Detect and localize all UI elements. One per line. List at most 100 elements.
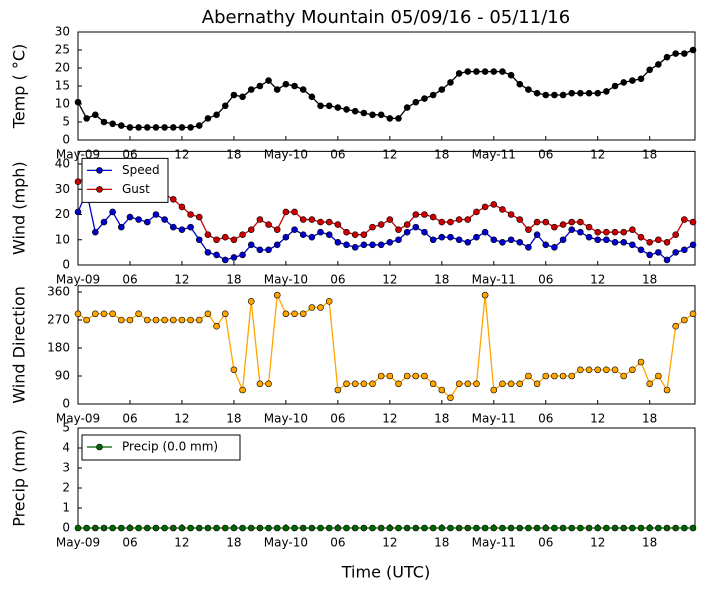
x-tick-label: 12	[590, 536, 605, 550]
point	[663, 256, 671, 264]
point	[291, 208, 298, 216]
point	[629, 524, 636, 532]
point	[429, 213, 437, 221]
point	[282, 233, 290, 241]
y-tick-label: 10	[55, 97, 70, 111]
point	[109, 310, 116, 318]
point	[620, 372, 628, 380]
point	[646, 524, 653, 532]
point	[92, 310, 99, 318]
point	[447, 218, 454, 226]
point	[360, 241, 368, 249]
y-tick-label: 5	[62, 421, 70, 435]
point	[507, 211, 515, 218]
point	[499, 524, 506, 532]
point	[247, 241, 255, 249]
point	[178, 524, 186, 532]
x-tick-label: May-10	[264, 536, 308, 550]
x-tick-label: May-11	[472, 536, 516, 550]
point	[360, 231, 368, 238]
point	[221, 524, 229, 532]
x-tick-label: 06	[538, 148, 553, 162]
point	[672, 50, 679, 57]
point	[646, 380, 653, 388]
point	[637, 75, 645, 83]
point	[525, 226, 532, 233]
x-tick-label: 12	[382, 412, 397, 426]
point	[421, 211, 428, 218]
point	[412, 223, 420, 231]
point	[620, 238, 628, 246]
plot-frame	[77, 150, 696, 266]
x-tick-label: 18	[642, 273, 657, 287]
point	[490, 524, 498, 532]
x-axis-label: Time (UTC)	[341, 563, 430, 582]
point	[343, 228, 350, 236]
point	[230, 524, 238, 532]
point	[161, 124, 168, 131]
point	[118, 122, 125, 129]
point	[118, 223, 125, 231]
point	[499, 380, 506, 388]
point	[421, 524, 428, 532]
point	[464, 68, 472, 75]
y-tick-label: 3	[62, 461, 70, 475]
point	[204, 524, 212, 532]
legend-marker	[96, 167, 103, 174]
y-tick-label: 25	[55, 43, 70, 57]
x-tick-label: 12	[382, 536, 397, 550]
point	[273, 226, 281, 233]
point	[689, 241, 697, 249]
point	[585, 89, 593, 97]
point	[265, 77, 272, 84]
x-tick-label: 18	[226, 412, 241, 426]
point	[429, 91, 437, 99]
x-tick-label: May-10	[264, 273, 308, 287]
x-tick-label: May-11	[472, 273, 516, 287]
point	[161, 316, 168, 324]
point	[291, 226, 298, 233]
point	[559, 221, 567, 228]
point	[473, 233, 480, 241]
point	[386, 524, 394, 532]
point	[204, 115, 212, 122]
point	[455, 236, 463, 244]
plot-frame	[77, 285, 696, 405]
x-tick-label: 06	[538, 273, 553, 287]
x-tick-label: 06	[330, 273, 345, 287]
point	[542, 372, 550, 380]
point	[438, 86, 446, 93]
point	[551, 244, 558, 251]
x-tick-label: 12	[382, 273, 397, 287]
point	[481, 203, 489, 211]
point	[256, 524, 264, 532]
point	[74, 178, 82, 185]
point	[533, 218, 541, 226]
x-tick-label: 18	[434, 148, 449, 162]
point	[195, 236, 203, 244]
point	[481, 291, 489, 299]
point	[195, 213, 203, 221]
point	[525, 244, 532, 251]
point	[325, 231, 333, 238]
point	[360, 524, 368, 532]
x-tick-label: May-11	[472, 412, 516, 426]
point	[377, 524, 385, 532]
point	[507, 71, 515, 79]
point	[663, 238, 671, 246]
point	[74, 98, 82, 106]
point	[247, 86, 255, 93]
y-tick-label: 0	[62, 521, 70, 535]
x-tick-label: 18	[434, 412, 449, 426]
x-tick-label: 18	[642, 536, 657, 550]
point	[351, 244, 359, 251]
x-tick-label: 18	[226, 273, 241, 287]
y-tick-label: 2	[62, 481, 70, 495]
point	[499, 206, 506, 213]
point	[100, 524, 108, 532]
point	[109, 208, 116, 216]
point	[490, 201, 498, 208]
point	[386, 372, 394, 380]
point	[83, 524, 90, 532]
point	[317, 304, 324, 311]
